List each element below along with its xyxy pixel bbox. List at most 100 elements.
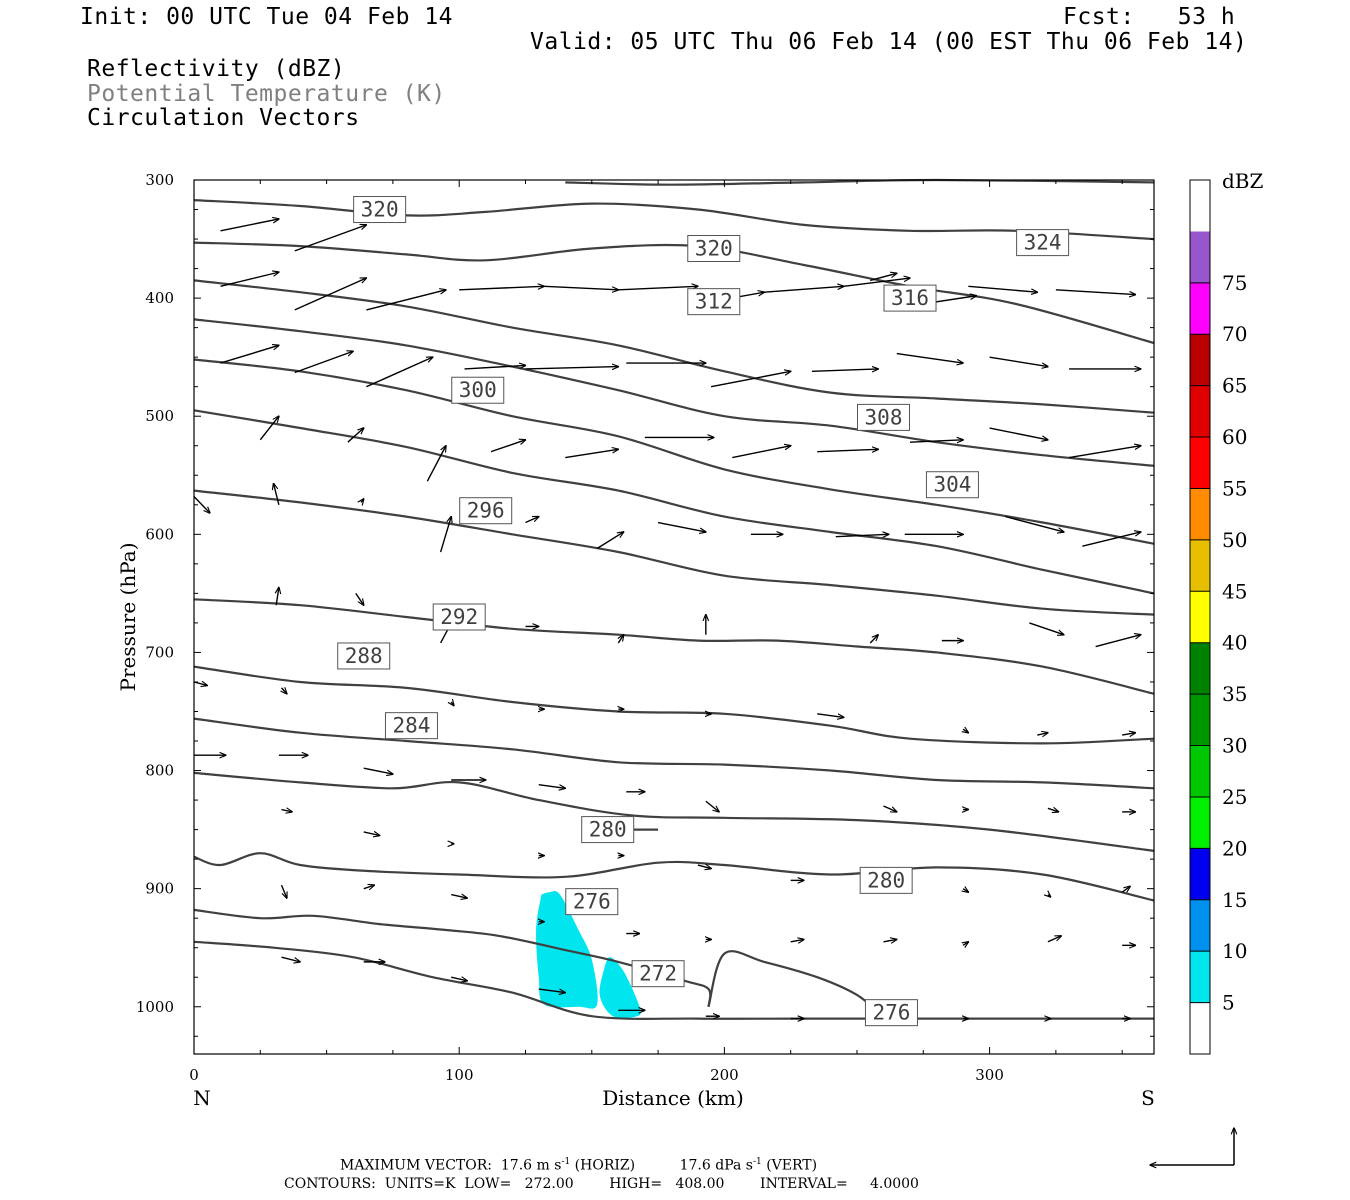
y-tick-label: 700 — [145, 643, 174, 661]
circulation-vector — [1121, 886, 1130, 893]
theta-contour-300-9 — [193, 489, 1155, 616]
circulation-vector — [657, 521, 706, 532]
vert-tag: (VERT) — [766, 1157, 818, 1174]
colorbar-segment — [1190, 180, 1210, 232]
contour-label-box — [459, 497, 513, 525]
colorbar-level-label: 55 — [1222, 476, 1247, 500]
colorbar-level-label: 15 — [1222, 888, 1247, 912]
theta-contour-284-5 — [193, 771, 1155, 852]
circulation-vector — [843, 278, 910, 287]
circulation-vector — [963, 729, 968, 733]
contour-label-316: 316 — [891, 286, 929, 310]
contour-label-box — [631, 960, 685, 988]
circulation-vector — [697, 865, 711, 869]
colorbar-title: dBZ — [1222, 169, 1264, 193]
field-label-reflectivity: Reflectivity (dBZ) — [87, 56, 346, 82]
plot-frame — [193, 179, 1155, 1055]
circulation-vector — [764, 286, 844, 293]
theta-contour-308-11 — [193, 358, 1155, 545]
circulation-vector — [1029, 622, 1063, 635]
circulation-vector — [451, 895, 467, 899]
circulation-vector — [276, 587, 279, 606]
horiz-exp: -1 — [561, 1157, 571, 1167]
circulation-vector — [1005, 515, 1063, 532]
circulation-vector — [835, 534, 889, 536]
contour-label-box — [337, 642, 391, 670]
vert-value: 17.6 dPa s — [679, 1157, 753, 1174]
contour-label-284: 284 — [392, 714, 430, 738]
contour-label-box — [857, 403, 911, 431]
theta-contour-312-12 — [193, 318, 1155, 467]
circulation-vector — [1082, 532, 1140, 547]
colorbar-segment — [1190, 437, 1210, 489]
theta-contour-316-13 — [193, 279, 1155, 414]
valid-time: Valid: 05 UTC Thu 06 Feb 14 (00 EST Thu … — [530, 29, 1248, 55]
circulation-vector — [538, 784, 566, 789]
contour-label-296: 296 — [467, 499, 505, 523]
contour-label-288: 288 — [345, 644, 383, 668]
circulation-vector — [294, 225, 367, 252]
contour-label-276: 276 — [573, 890, 611, 914]
horiz-value: 17.6 m s — [500, 1157, 562, 1174]
reflectivity-cell-1 — [599, 957, 641, 1019]
contour-label-layer: 272 276 276 280 280 284 288 292 296 300 304 308 312 3… — [337, 196, 1070, 1027]
circulation-vector — [909, 440, 963, 442]
circulation-vector — [347, 428, 364, 443]
x-tick-label: 300 — [975, 1066, 1004, 1084]
colorbar: 5 10 15 20 25 30 35 40 45 50 55 60 65 70 75 dBZ — [1189, 169, 1264, 1055]
x-tick-label: 0 — [189, 1066, 199, 1084]
reference-vector — [1150, 1128, 1234, 1165]
circulation-vector — [618, 635, 623, 644]
colorbar-segment — [1190, 231, 1210, 283]
theta-contour-280-3 — [193, 852, 1155, 902]
contour-label-box — [565, 888, 619, 916]
circulation-vector — [355, 592, 364, 605]
circulation-vector-layer — [193, 219, 1141, 1019]
contour-label-320: 320 — [361, 198, 399, 222]
circulation-vector — [1037, 733, 1048, 735]
circulation-vector — [869, 635, 878, 644]
circulation-vector — [363, 767, 393, 774]
contour-label-box — [687, 288, 741, 316]
contour-label-box — [859, 866, 913, 894]
circulation-vector — [459, 286, 544, 291]
theta-contour-288-6 — [193, 717, 1155, 790]
circulation-vector — [220, 219, 279, 232]
colorbar-level-label: 30 — [1222, 734, 1247, 758]
theta-contour-272-0 — [193, 940, 1154, 1020]
circulation-vector — [817, 713, 844, 718]
contour-label-box — [925, 471, 979, 499]
circulation-vector — [1055, 289, 1136, 295]
circulation-vector — [464, 365, 525, 370]
circulation-vector — [705, 800, 719, 812]
circulation-vector — [732, 446, 790, 459]
theta-contour-276-1 — [193, 908, 712, 1007]
circulation-vector — [490, 440, 525, 453]
circulation-vector — [193, 496, 210, 514]
theta-contour-296-8 — [193, 598, 1155, 695]
circulation-vector — [451, 977, 467, 981]
contour-label-box — [1016, 229, 1070, 257]
circulation-vector — [963, 889, 968, 893]
circulation-vector — [451, 702, 454, 706]
colorbar-level-label: 65 — [1222, 374, 1247, 398]
y-tick-label: 400 — [145, 289, 174, 307]
circulation-vector — [280, 884, 287, 898]
circulation-vector — [817, 449, 878, 451]
footer-contours: CONTOURS: UNITS=K LOW= 272.00 HIGH= 408.… — [284, 1176, 919, 1192]
init-time: Init: 00 UTC Tue 04 Feb 14 — [80, 4, 454, 30]
contour-label-280: 280 — [589, 818, 627, 842]
circulation-vector — [193, 682, 207, 686]
contour-label-292: 292 — [440, 605, 478, 629]
circulation-vector — [618, 286, 698, 291]
y-tick-label: 500 — [145, 407, 174, 425]
contour-label-box — [432, 603, 486, 631]
colorbar-level-label: 5 — [1222, 991, 1235, 1015]
circulation-vector — [963, 942, 968, 946]
colorbar-segment — [1190, 796, 1210, 849]
colorbar-segment — [1190, 951, 1210, 1003]
max-vector-label: MAXIMUM VECTOR: — [340, 1157, 492, 1174]
colorbar-level-label: 60 — [1222, 425, 1247, 449]
contour-label-276: 276 — [872, 1001, 910, 1025]
